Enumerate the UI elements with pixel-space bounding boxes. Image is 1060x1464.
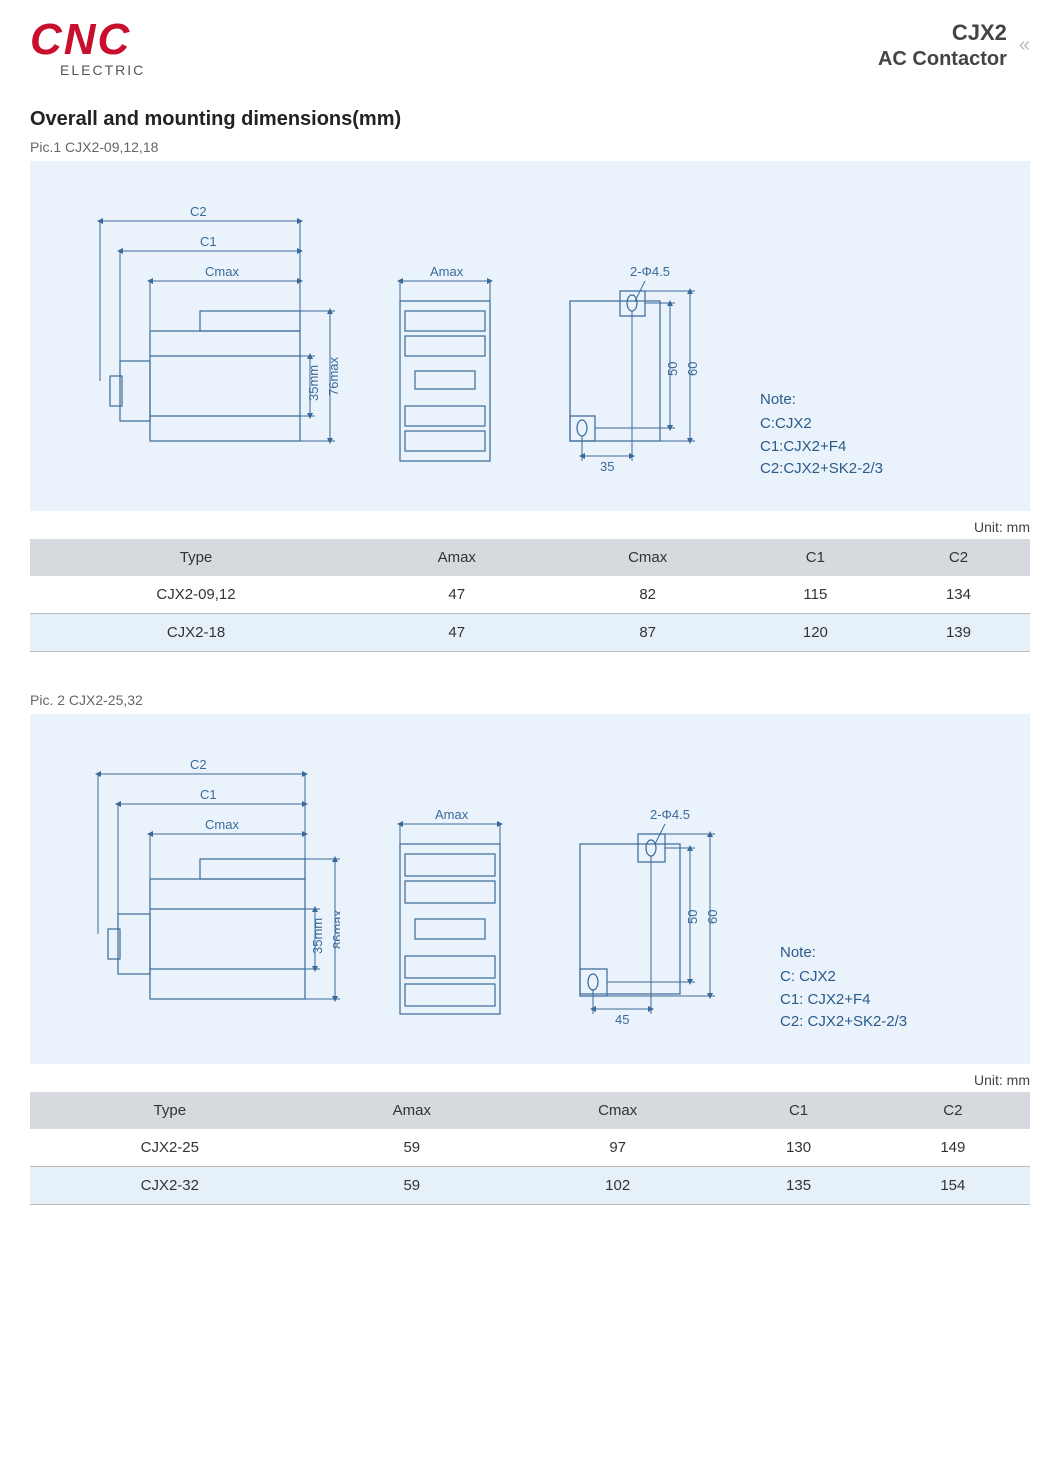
panel2-caption: Pic. 2 CJX2-25,32 — [30, 692, 1030, 708]
svg-text:Cmax: Cmax — [205, 817, 239, 832]
note-line: C2: CJX2+SK2-2/3 — [780, 1011, 907, 1034]
panel1-mount-view: 2-Φ4.5 50 60 35 — [550, 261, 720, 481]
chevron-left-icon: « — [1019, 34, 1030, 57]
panel1-note: Note: C:CJX2 C1:CJX2+F4 C2:CJX2+SK2-2/3 — [760, 389, 883, 481]
section-title: Overall and mounting dimensions(mm) — [30, 108, 1030, 131]
product-name: AC Contactor — [878, 48, 1007, 71]
svg-text:Amax: Amax — [435, 807, 469, 822]
svg-text:76max: 76max — [326, 356, 340, 396]
svg-text:50: 50 — [685, 909, 700, 923]
table-row: CJX2-25 59 97 130 149 — [30, 1129, 1030, 1167]
brand-logo: CNC ELECTRIC — [30, 20, 145, 78]
panel1-table: Type Amax Cmax C1 C2 CJX2-09,12 47 82 11… — [30, 539, 1030, 652]
col-header: Cmax — [551, 539, 743, 576]
logo-sub-text: ELECTRIC — [60, 62, 145, 78]
panel2-table: Type Amax Cmax C1 C2 CJX2-25 59 97 130 1… — [30, 1092, 1030, 1205]
table-row: CJX2-32 59 102 135 154 — [30, 1166, 1030, 1204]
panel2-side-view: C2 C1 Cmax 35mm 86max — [60, 754, 340, 1034]
svg-text:35mm: 35mm — [310, 917, 325, 953]
panel1-front-view: Amax — [380, 261, 510, 481]
svg-text:C1: C1 — [200, 234, 217, 249]
svg-text:Amax: Amax — [430, 264, 464, 279]
panel2-mount-view: 2-Φ4.5 50 60 45 — [560, 804, 740, 1034]
panel1-caption: Pic.1 CJX2-09,12,18 — [30, 139, 1030, 155]
panel1-side-view: C2 C1 Cmax 35mm 76max — [60, 201, 340, 481]
col-header: C1 — [744, 539, 887, 576]
note-line: C:CJX2 — [760, 413, 883, 436]
col-header: Type — [30, 1092, 310, 1129]
table-row: CJX2-18 47 87 120 139 — [30, 613, 1030, 651]
svg-text:2-Φ4.5: 2-Φ4.5 — [650, 807, 690, 822]
header-product-info: CJX2 AC Contactor « — [878, 20, 1030, 71]
svg-text:35mm: 35mm — [306, 364, 321, 400]
svg-text:C2: C2 — [190, 204, 207, 219]
logo-main-text: CNC — [30, 20, 145, 60]
table-row: CJX2-09,12 47 82 115 134 — [30, 576, 1030, 614]
col-header: Amax — [310, 1092, 514, 1129]
svg-text:Cmax: Cmax — [205, 264, 239, 279]
panel2-note: Note: C: CJX2 C1: CJX2+F4 C2: CJX2+SK2-2… — [780, 942, 907, 1034]
svg-text:45: 45 — [615, 1012, 629, 1027]
note-line: C: CJX2 — [780, 966, 907, 989]
svg-text:C2: C2 — [190, 757, 207, 772]
panel2-front-view: Amax — [380, 804, 520, 1034]
note-line: C1:CJX2+F4 — [760, 436, 883, 459]
panel2-unit-label: Unit: mm — [30, 1072, 1030, 1088]
panel1-unit-label: Unit: mm — [30, 519, 1030, 535]
svg-text:2-Φ4.5: 2-Φ4.5 — [630, 264, 670, 279]
note-title: Note: — [760, 389, 883, 412]
svg-text:86max: 86max — [330, 909, 340, 949]
panel1-diagram: C2 C1 Cmax 35mm 76max Amax — [30, 161, 1030, 511]
svg-text:35: 35 — [600, 459, 614, 474]
col-header: C2 — [887, 539, 1030, 576]
col-header: C2 — [876, 1092, 1030, 1129]
product-model: CJX2 — [878, 20, 1007, 46]
page-header: CNC ELECTRIC CJX2 AC Contactor « — [30, 20, 1030, 78]
svg-text:60: 60 — [685, 361, 700, 375]
col-header: C1 — [721, 1092, 875, 1129]
svg-text:60: 60 — [705, 909, 720, 923]
svg-text:50: 50 — [665, 361, 680, 375]
col-header: Amax — [362, 539, 551, 576]
note-line: C1: CJX2+F4 — [780, 989, 907, 1012]
note-title: Note: — [780, 942, 907, 965]
col-header: Type — [30, 539, 362, 576]
note-line: C2:CJX2+SK2-2/3 — [760, 458, 883, 481]
svg-text:C1: C1 — [200, 787, 217, 802]
panel2-diagram: C2 C1 Cmax 35mm 86max Amax — [30, 714, 1030, 1064]
col-header: Cmax — [514, 1092, 721, 1129]
